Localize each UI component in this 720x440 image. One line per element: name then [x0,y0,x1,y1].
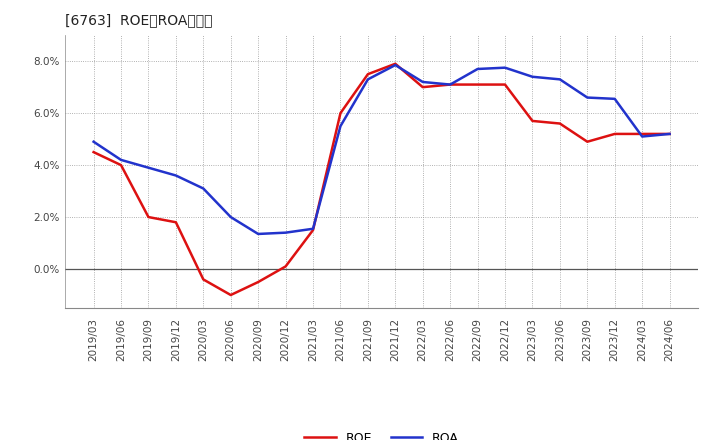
ROE [500,82,509,87]
ROE [199,277,207,282]
Line: ROA: ROA [94,65,670,234]
ROA [665,131,674,136]
ROE [583,139,592,144]
ROA [144,165,153,170]
ROA [309,226,318,231]
Text: [6763]  ROE、ROAの推移: [6763] ROE、ROAの推移 [65,13,212,27]
ROA [254,231,263,237]
ROA [199,186,207,191]
ROE [89,150,98,155]
ROE [171,220,180,225]
ROE [446,82,454,87]
ROA [638,134,647,139]
ROE [254,279,263,285]
ROA [391,62,400,68]
ROA [418,79,427,84]
ROA [500,65,509,70]
ROE [309,227,318,233]
ROE [665,131,674,136]
ROA [473,66,482,72]
ROE [528,118,537,124]
ROA [89,139,98,144]
ROA [117,157,125,162]
ROA [556,77,564,82]
ROE [611,131,619,136]
ROA [226,214,235,220]
ROE [226,292,235,297]
ROA [528,74,537,79]
ROA [336,124,345,129]
ROE [144,214,153,220]
ROA [282,230,290,235]
ROE [473,82,482,87]
ROE [364,72,372,77]
ROA [583,95,592,100]
ROA [171,173,180,178]
ROE [418,84,427,90]
ROA [364,77,372,82]
ROE [391,61,400,66]
Legend: ROE, ROA: ROE, ROA [300,427,464,440]
ROA [611,96,619,102]
ROE [117,162,125,168]
ROA [446,82,454,87]
ROE [638,131,647,136]
ROE [556,121,564,126]
ROE [336,110,345,116]
Line: ROE: ROE [94,64,670,295]
ROE [282,264,290,269]
